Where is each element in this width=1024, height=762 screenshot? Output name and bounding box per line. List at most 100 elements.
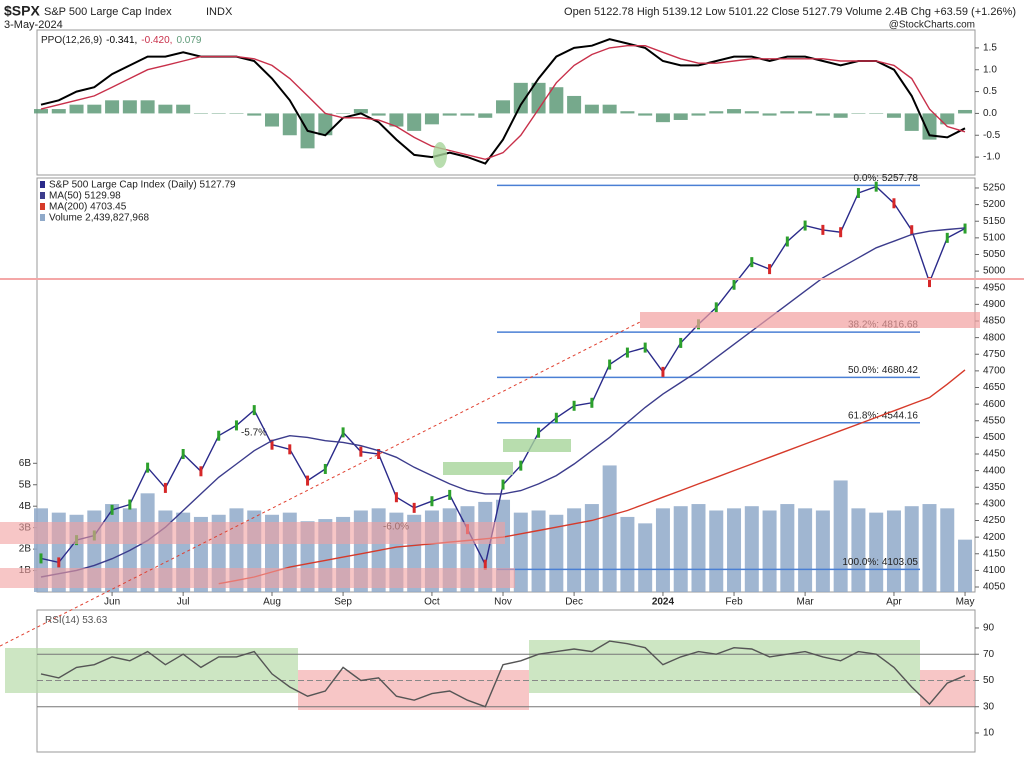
x-tick-label: Aug <box>263 597 281 608</box>
series-line <box>40 227 966 578</box>
histogram-bar <box>869 113 884 114</box>
histogram-bar <box>780 111 795 114</box>
histogram-bar <box>496 100 511 114</box>
price-marker <box>306 475 310 486</box>
y-tick-label: 4150 <box>983 548 1006 559</box>
price-marker <box>750 257 754 268</box>
volume-bar <box>513 512 528 592</box>
y2-tick-label: 6B <box>19 458 32 469</box>
y-tick-label: 4750 <box>983 349 1006 360</box>
histogram-bar <box>655 113 670 123</box>
price-marker <box>608 359 612 370</box>
volume-bar <box>886 510 901 592</box>
volume-bar <box>833 480 848 592</box>
y-tick-label: 4400 <box>983 465 1006 476</box>
decoration <box>433 142 447 168</box>
price-marker <box>163 482 167 493</box>
price-marker <box>412 502 416 513</box>
histogram-bar <box>620 111 635 114</box>
price-marker <box>928 277 931 288</box>
y-tick-label: 5150 <box>983 216 1006 227</box>
source: @StockCharts.com <box>889 20 975 31</box>
legend-entry: Volume 2,439,827,968 <box>49 213 150 224</box>
histogram-bar <box>904 113 919 131</box>
y-tick-label: 0.0 <box>983 108 997 119</box>
histogram-bar <box>815 113 830 116</box>
price-marker <box>181 449 185 459</box>
histogram-bar <box>727 109 742 114</box>
histogram-bar <box>798 111 813 114</box>
histogram-bar <box>247 113 262 116</box>
price-marker <box>252 405 256 416</box>
quote: Open 5122.78 High 5139.12 Low 5101.22 Cl… <box>564 6 1016 18</box>
y2-tick-label: 5B <box>19 479 32 490</box>
y2-tick-label: 4B <box>19 501 32 512</box>
price-marker <box>537 427 541 438</box>
price-marker <box>430 496 434 507</box>
price-marker <box>288 444 292 455</box>
price-marker <box>323 463 327 474</box>
x-tick-label: May <box>956 597 975 608</box>
histogram-bar <box>744 111 759 114</box>
histogram-bar <box>602 104 617 114</box>
histogram-bar <box>638 113 653 116</box>
y-tick-label: 4700 <box>983 366 1006 377</box>
price-marker <box>554 412 558 423</box>
price-marker <box>146 462 150 473</box>
annotation: -5.7% <box>241 428 267 439</box>
x-tick-label: Jul <box>177 597 190 608</box>
price-marker <box>945 232 949 243</box>
decoration <box>503 439 571 452</box>
price-marker <box>199 466 203 477</box>
y-tick-label: 1.0 <box>983 64 997 75</box>
y-tick-label: 4650 <box>983 382 1006 393</box>
legend-title: PPO(12,26,9) <box>41 35 102 46</box>
legend-entry: 0.079 <box>176 35 201 46</box>
volume-bar <box>531 510 546 592</box>
price-marker <box>572 400 576 411</box>
legend-swatch <box>40 214 45 221</box>
histogram-bar <box>336 113 351 114</box>
histogram-bar <box>709 111 724 114</box>
price-marker <box>839 227 843 238</box>
histogram-bar <box>265 113 280 127</box>
volume-bar <box>620 516 635 592</box>
price-marker <box>732 279 736 290</box>
histogram-bar <box>105 100 120 114</box>
histogram-bar <box>922 113 937 140</box>
price-marker <box>270 439 274 450</box>
series-line <box>40 640 966 708</box>
price-marker <box>483 559 487 570</box>
decoration <box>529 640 920 693</box>
volume-bar <box>922 504 937 592</box>
histogram-bar <box>158 104 173 114</box>
y-tick-label: 4100 <box>983 565 1006 576</box>
price-marker <box>856 187 860 198</box>
volume-bar <box>958 539 973 592</box>
price-marker <box>874 181 878 192</box>
y-tick-label: 5200 <box>983 199 1006 210</box>
histogram-bar <box>69 104 84 114</box>
y-tick-label: 4350 <box>983 482 1006 493</box>
volume-bar <box>762 510 777 592</box>
histogram-bar <box>34 109 48 114</box>
histogram-bar <box>673 113 688 120</box>
price-marker <box>625 347 629 358</box>
y-tick-label: 5050 <box>983 249 1006 260</box>
histogram-bar <box>833 113 848 118</box>
price-marker <box>679 337 683 348</box>
legend-swatch <box>40 192 45 199</box>
histogram-bar <box>886 113 901 118</box>
histogram-bar <box>513 82 528 114</box>
y-tick-label: 4550 <box>983 415 1006 426</box>
legend-swatch <box>40 181 45 188</box>
y-tick-label: 5100 <box>983 232 1006 243</box>
series-line <box>40 45 966 161</box>
x-tick-label: 2024 <box>652 597 675 608</box>
price-marker <box>768 264 772 275</box>
price-marker <box>57 557 61 568</box>
index-name: S&P 500 Large Cap Index <box>44 6 172 18</box>
x-tick-label: Jun <box>104 597 120 608</box>
